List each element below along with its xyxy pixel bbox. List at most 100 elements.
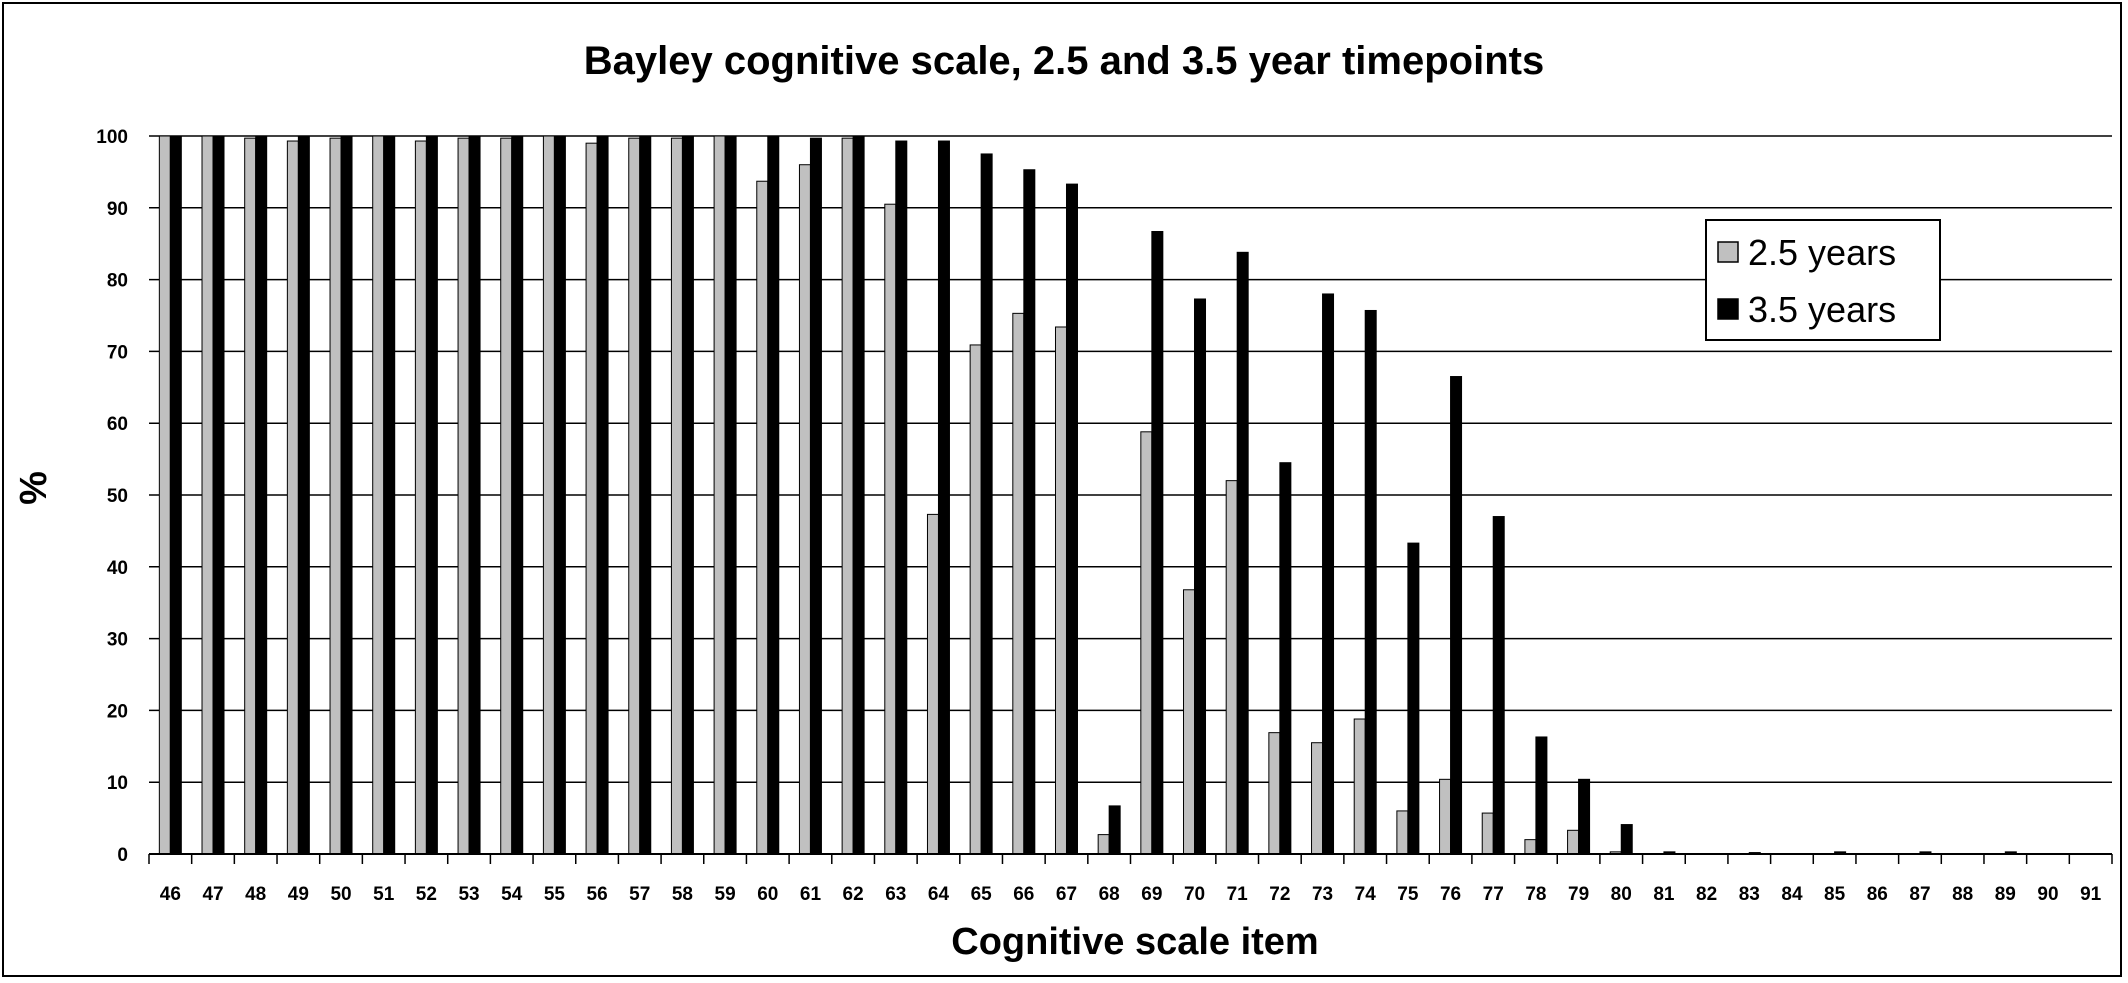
series-2-5-years	[158, 135, 1622, 855]
bar	[1353, 718, 1366, 855]
bar	[542, 135, 555, 855]
bar	[500, 137, 513, 855]
bar	[895, 140, 908, 855]
x-tick-label: 52	[416, 884, 437, 905]
bar	[425, 135, 438, 855]
bar	[809, 137, 822, 855]
x-tick-label: 62	[843, 884, 864, 905]
bar	[511, 135, 524, 855]
x-tick-label: 88	[1952, 884, 1973, 905]
x-tick-label: 70	[1184, 884, 1205, 905]
bar	[1108, 805, 1121, 855]
bar	[1407, 542, 1420, 855]
x-tick-label: 67	[1056, 884, 1077, 905]
y-axis-ticks: 0 10 20 30 40 50 60 70 80 90 100	[96, 127, 128, 866]
x-tick-label: 58	[672, 884, 693, 905]
bar	[1481, 812, 1494, 855]
bar	[1322, 293, 1335, 855]
bar	[201, 135, 214, 855]
x-tick-label: 47	[202, 884, 223, 905]
x-tick-label: 90	[2037, 884, 2058, 905]
bar	[286, 140, 299, 855]
x-axis-title: Cognitive scale item	[951, 921, 1318, 963]
x-tick-label: 74	[1355, 884, 1377, 905]
bar	[457, 137, 470, 855]
bar	[1578, 778, 1591, 855]
bar	[1140, 431, 1153, 855]
x-tick-label: 86	[1867, 884, 1888, 905]
legend-swatch-2-5-years	[1717, 241, 1739, 263]
bar	[1439, 778, 1452, 855]
bar	[158, 135, 171, 855]
x-tick-label: 56	[587, 884, 608, 905]
bar	[1054, 326, 1067, 855]
legend-box	[1705, 219, 1941, 341]
bar	[1097, 834, 1110, 855]
x-tick-label: 55	[544, 884, 566, 905]
x-tick-label: 51	[373, 884, 395, 905]
x-tick-label: 78	[1525, 884, 1546, 905]
bar	[937, 140, 950, 855]
bars	[158, 135, 2017, 855]
chart-title: Bayley cognitive scale, 2.5 and 3.5 year…	[584, 39, 1544, 83]
bar	[212, 135, 225, 855]
x-tick-label: 91	[2080, 884, 2102, 905]
x-tick-label: 77	[1483, 884, 1504, 905]
x-tick-label: 85	[1824, 884, 1846, 905]
bar	[841, 137, 854, 855]
x-tick-label: 87	[1909, 884, 1930, 905]
x-tick-label: 46	[160, 884, 181, 905]
x-tick-label: 61	[800, 884, 822, 905]
bar	[1311, 742, 1324, 855]
x-tick-label: 49	[288, 884, 309, 905]
bar	[724, 135, 737, 855]
x-tick-label: 69	[1141, 884, 1162, 905]
x-tick-label: 60	[757, 884, 778, 905]
x-tick-label: 84	[1781, 884, 1803, 905]
y-tick-label: 70	[107, 342, 128, 363]
bar	[969, 344, 982, 855]
bar	[852, 135, 865, 855]
x-axis-ticks: 46 47 48 49 50 51 52 53 54 55 56 57 58 59 60 61 62 63 64 65…	[160, 884, 2102, 905]
bar	[1492, 516, 1505, 855]
bar	[1225, 480, 1238, 855]
bar	[1450, 376, 1463, 855]
bar	[169, 135, 182, 855]
bar	[1268, 732, 1281, 855]
legend: 2.5 years 3.5 years	[1705, 219, 1941, 341]
x-tick-label: 71	[1227, 884, 1249, 905]
bar	[1012, 312, 1025, 855]
bar	[329, 137, 342, 855]
bar	[1183, 589, 1196, 855]
bar	[628, 137, 641, 855]
bar	[414, 140, 427, 855]
x-tick-label: 79	[1568, 884, 1589, 905]
bar	[1151, 230, 1164, 855]
x-tick-label: 65	[971, 884, 993, 905]
y-tick-label: 30	[107, 630, 128, 651]
bar	[1023, 169, 1036, 855]
x-tick-label: 76	[1440, 884, 1461, 905]
bar	[756, 180, 769, 855]
y-tick-label: 0	[117, 845, 128, 866]
bar	[596, 135, 609, 855]
y-tick-label: 40	[107, 558, 128, 579]
bar	[798, 164, 811, 855]
x-tick-label: 48	[245, 884, 266, 905]
bar	[1236, 251, 1249, 855]
y-tick-label: 60	[107, 414, 128, 435]
bar	[926, 513, 939, 855]
bar	[372, 135, 385, 855]
bar	[1364, 309, 1377, 855]
y-tick-label: 100	[96, 127, 128, 148]
bar	[884, 203, 897, 855]
bar	[553, 135, 566, 855]
bar	[1279, 462, 1292, 855]
bar	[1524, 839, 1537, 855]
x-tick-label: 66	[1013, 884, 1034, 905]
bar	[468, 135, 481, 855]
bar	[1620, 824, 1633, 855]
x-tick-label: 53	[458, 884, 479, 905]
bar	[980, 153, 993, 855]
